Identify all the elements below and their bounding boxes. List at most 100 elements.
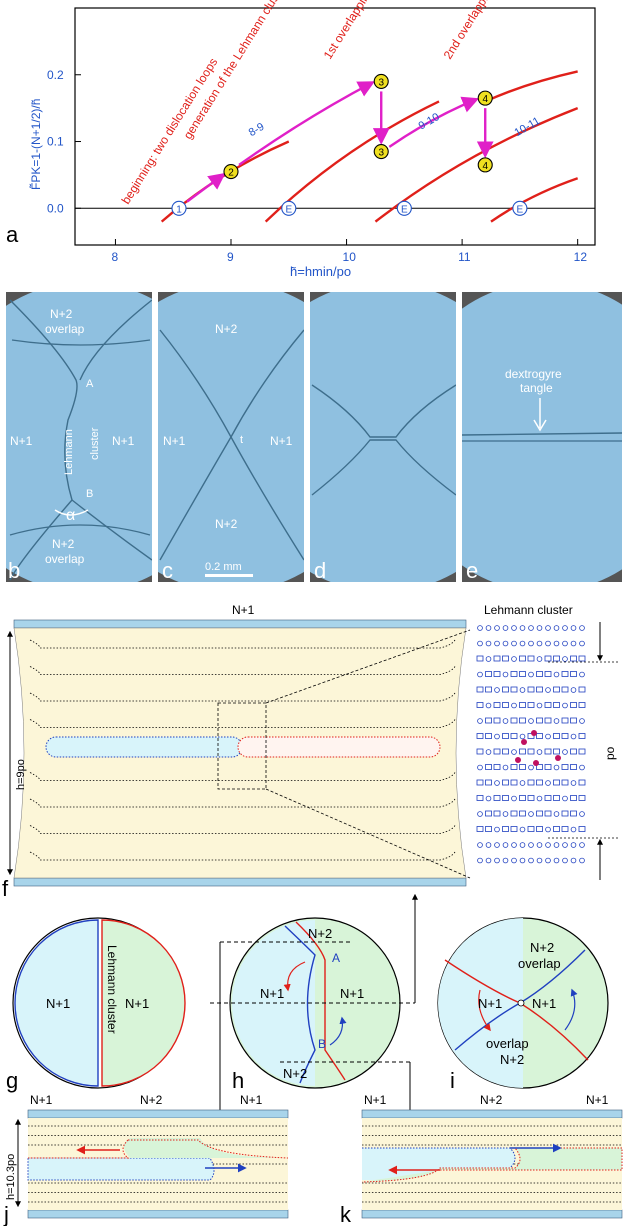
annotation-second-instability: 2nd overlapping instability (441, 0, 526, 62)
marker-4: 4 (477, 157, 493, 173)
panel-letter-i: i (450, 1068, 455, 1093)
photo-e-dextrogyre: dextrogyre (505, 367, 562, 381)
panel-i-right: N+1 (532, 996, 556, 1011)
panel-j-col3: N+1 (240, 1093, 263, 1107)
panel-h-right: N+1 (340, 986, 364, 1001)
annotation-generation: generation of the Lehmann cluster (181, 0, 289, 142)
panel-i-top1: N+2 (530, 940, 554, 955)
marker-3: 3 (373, 73, 389, 89)
markers: 1 E E E 2 3 3 4 4 (171, 73, 528, 216)
series-line-3 (490, 177, 579, 223)
scale-bar-label: 0.2 mm (205, 561, 242, 573)
marker-label: 1 (176, 204, 182, 215)
photo-d: d (310, 292, 456, 583)
photo-b-n1-right: N+1 (112, 434, 135, 448)
panel-h: N+2 A N+1 N+1 B N+2 h (210, 893, 418, 1127)
photo-strip: N+2 overlap A N+1 N+1 Lehmann cluster B … (6, 292, 622, 583)
photo-c-n1-right: N+1 (270, 434, 293, 448)
panel-letter-h: h (232, 1068, 244, 1093)
range-label: 8-9 (247, 121, 267, 139)
series-line-4 (484, 70, 578, 103)
y-tick-label: 0.1 (47, 135, 64, 149)
y-tick-label: 0.2 (47, 68, 64, 82)
x-tick-label: 12 (574, 250, 588, 264)
panel-letter-f: f (2, 876, 9, 901)
panel-letter-j: j (3, 1202, 9, 1226)
photo-e-tangle: tangle (520, 381, 553, 395)
x-tick-label: 10 (343, 250, 357, 264)
marker-1: 1 (171, 200, 187, 216)
panel-g-right: N+1 (125, 996, 149, 1011)
x-tick-label: 9 (227, 250, 234, 264)
panel-f-cluster-title: Lehmann cluster (484, 603, 573, 617)
photo-c-t: t (240, 434, 243, 446)
photo-b-n1-left: N+1 (10, 434, 33, 448)
photo-b-point-a: A (86, 378, 94, 390)
photo-b: N+2 overlap A N+1 N+1 Lehmann cluster B … (6, 292, 152, 583)
plate-top (13, 619, 467, 629)
panel-letter-d: d (314, 558, 326, 583)
photo-b-n2-top: N+2 (50, 307, 73, 321)
panel-g: N+1 N+1 Lehmann cluster g (6, 917, 186, 1093)
photo-b-overlap-top: overlap (45, 322, 85, 336)
panel-letter-b: b (8, 558, 20, 583)
marker-E: E (512, 200, 528, 216)
photo-c-n2-top: N+2 (215, 322, 238, 336)
panel-g-vertical: Lehmann cluster (105, 945, 119, 1034)
panel-letter-g: g (6, 1068, 18, 1093)
y-axis-label: F̃PK=1-(N+1/2)/h̃ (28, 99, 43, 190)
photo-b-point-b: B (86, 488, 93, 500)
annotation-beginning: beginning: two dislocation loops (119, 55, 221, 206)
x-tick-label: 8 (111, 250, 118, 264)
magenta-arrows (186, 81, 494, 203)
panel-h-bottom: N+2 (283, 1066, 307, 1081)
photo-c-n2-bottom: N+2 (215, 517, 238, 531)
panel-i-bottom1: overlap (486, 1036, 529, 1051)
scale-bar (205, 574, 253, 577)
panel-f-top-label: N+1 (232, 603, 255, 617)
photo-b-n2-bottom: N+2 (52, 537, 75, 551)
arrow-2-3 (238, 81, 375, 166)
panel-h-a: A (332, 951, 340, 965)
zoom-box (217, 702, 267, 790)
panel-k-col3: N+1 (586, 1093, 609, 1107)
panel-letter-c: c (162, 558, 173, 583)
range-label: 10-11 (513, 115, 543, 139)
marker-4: 4 (477, 90, 493, 106)
x-axis-label: h̃=hmin/po (290, 264, 351, 279)
panel-i-left: N+1 (478, 996, 502, 1011)
photo-b-alpha: α (66, 507, 75, 524)
panel-j: N+1 N+2 N+1 h=10.3po j (3, 1093, 289, 1226)
panel-i-bottom2: N+2 (500, 1052, 524, 1067)
panel-h-left: N+1 (260, 986, 284, 1001)
layers (29, 639, 456, 861)
panel-i-top2: overlap (518, 956, 561, 971)
panel-f-period-label: po (603, 746, 617, 760)
panel-k-col2: N+2 (480, 1093, 503, 1107)
panel-h-top: N+2 (308, 926, 332, 941)
photo-e: dextrogyre tangle e (462, 292, 622, 583)
marker-E: E (281, 200, 297, 216)
marker-label: 4 (482, 161, 488, 172)
panel-j-col1: N+1 (30, 1093, 53, 1107)
marker-label: E (401, 204, 408, 215)
photo-b-overlap-bottom: overlap (45, 552, 85, 566)
annotation-first-instability: 1st overlapping instability (321, 0, 404, 62)
marker-E: E (396, 200, 412, 216)
marker-label: 4 (482, 94, 488, 105)
cluster-core-left (45, 736, 243, 758)
panel-letter-k: k (340, 1202, 352, 1226)
range-label: 9-10 (417, 111, 442, 132)
panel-letter-e: e (466, 558, 478, 583)
photo-b-cluster: cluster (89, 427, 101, 460)
panel-letter-a: a (6, 222, 19, 247)
marker-2: 2 (223, 164, 239, 180)
panel-h-b: B (318, 1037, 326, 1051)
photo-c: N+2 N+1 t N+1 N+2 0.2 mm c (158, 292, 304, 583)
marker-label: E (285, 204, 292, 215)
marker-label: 3 (378, 77, 384, 88)
panel-i: N+2 overlap N+1 N+1 overlap N+2 i (437, 917, 609, 1093)
panel-f: N+1 h=9po Lehmann cluster po f (2, 603, 620, 901)
x-ticks: 8 9 10 11 12 (111, 239, 587, 264)
